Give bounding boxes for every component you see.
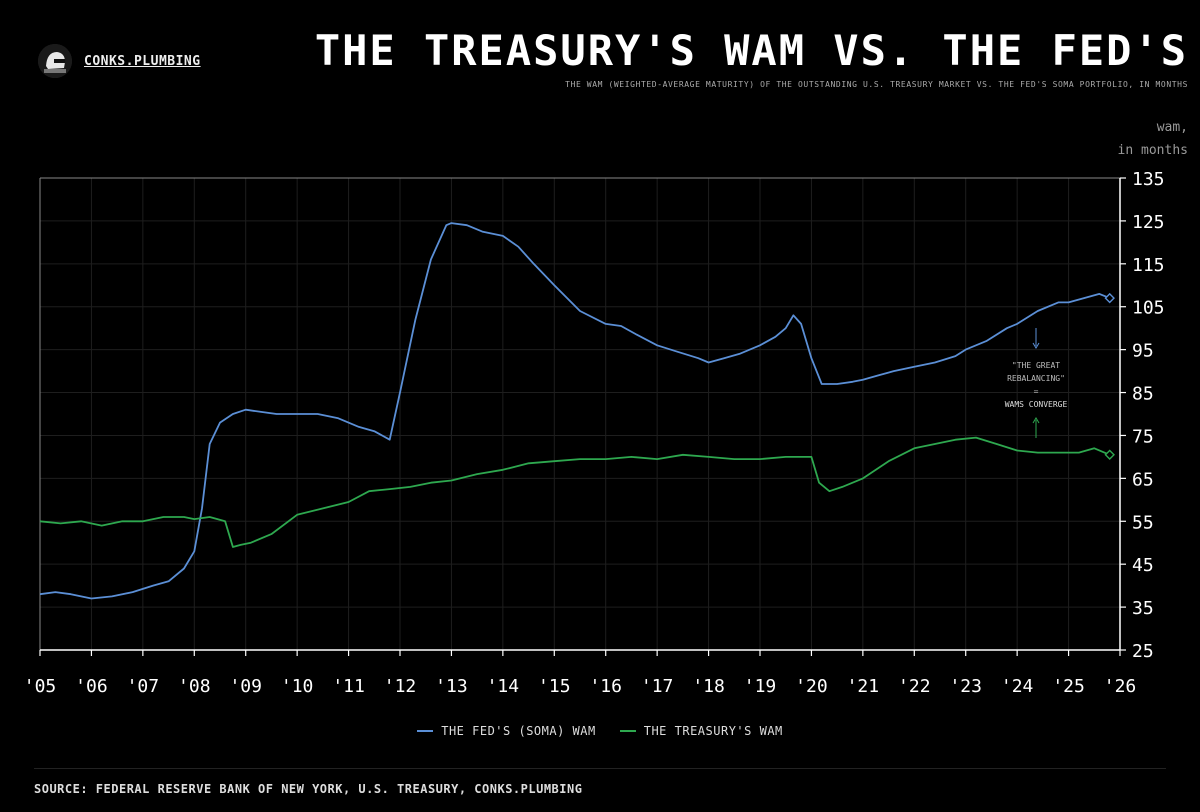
series-line-treasury-end-marker bbox=[1104, 449, 1115, 460]
series-line-fed bbox=[39, 222, 1111, 600]
x-tick-label: '25 bbox=[1052, 676, 1085, 697]
annotation-line1: "THE GREAT bbox=[1012, 361, 1060, 370]
legend-swatch-fed bbox=[417, 730, 434, 732]
avatar bbox=[38, 44, 72, 78]
x-tick-label: '15 bbox=[538, 676, 571, 697]
series-line-treasury bbox=[39, 436, 1111, 548]
y-tick-label: 65 bbox=[1132, 469, 1154, 490]
grid bbox=[39, 177, 1121, 651]
x-tick-label: '12 bbox=[384, 676, 417, 697]
brand-name[interactable]: CONKS.PLUMBING bbox=[84, 53, 201, 69]
x-tick-label: '07 bbox=[127, 676, 160, 697]
y-tick-label: 55 bbox=[1132, 512, 1154, 533]
legend: THE FED'S (SOMA) WAM THE TREASURY'S WAM bbox=[0, 724, 1200, 738]
x-tick-label: '06 bbox=[75, 676, 108, 697]
legend-label-fed: THE FED'S (SOMA) WAM bbox=[441, 724, 596, 738]
y-axis-unit: wam, in months bbox=[1118, 116, 1188, 162]
x-tick-label: '26 bbox=[1104, 676, 1137, 697]
chart-title: THE TREASURY'S WAM VS. THE FED'S bbox=[314, 26, 1188, 75]
x-tick-label: '24 bbox=[1001, 676, 1034, 697]
x-tick-label: '09 bbox=[229, 676, 262, 697]
y-tick-label: 95 bbox=[1132, 341, 1154, 362]
x-tick-label: '22 bbox=[898, 676, 931, 697]
series-layer bbox=[39, 222, 1115, 600]
y-tick-label: 75 bbox=[1132, 426, 1154, 447]
annotation-line4: WAMS CONVERGE bbox=[1005, 400, 1068, 409]
x-tick-label: '18 bbox=[692, 676, 725, 697]
source-note: SOURCE: FEDERAL RESERVE BANK OF NEW YORK… bbox=[34, 782, 583, 796]
legend-swatch-treasury bbox=[619, 730, 636, 732]
legend-label-treasury: THE TREASURY'S WAM bbox=[643, 724, 783, 738]
plot-frame bbox=[39, 177, 1121, 651]
x-tick-label: '05 bbox=[24, 676, 57, 697]
y-tick-label: 25 bbox=[1132, 641, 1154, 662]
x-tick-label: '23 bbox=[949, 676, 982, 697]
x-tick-label: '13 bbox=[435, 676, 468, 697]
y-tick-label: 45 bbox=[1132, 555, 1154, 576]
y-tick-label: 35 bbox=[1132, 598, 1154, 619]
y-tick-label: 135 bbox=[1132, 169, 1165, 190]
brand[interactable]: CONKS.PLUMBING bbox=[38, 44, 201, 78]
y-tick-label: 85 bbox=[1132, 384, 1154, 405]
y-axis: 25 35 45 55 65 75 85 95 105 115 125 135 bbox=[1120, 169, 1165, 662]
x-tick-label: '14 bbox=[487, 676, 520, 697]
y-axis-unit-line2: in months bbox=[1117, 143, 1188, 158]
y-tick-label: 115 bbox=[1132, 255, 1165, 276]
y-axis-unit-line1: wam, bbox=[1156, 120, 1188, 135]
series-line-fed-end-marker bbox=[1104, 292, 1115, 304]
x-tick-label: '08 bbox=[178, 676, 211, 697]
footer-divider bbox=[34, 768, 1166, 769]
y-tick-label: 105 bbox=[1132, 298, 1165, 319]
legend-item-fed: THE FED'S (SOMA) WAM bbox=[417, 724, 596, 738]
helmet-icon bbox=[38, 44, 72, 78]
y-tick-label: 125 bbox=[1132, 212, 1165, 233]
annotation-line3: = bbox=[1034, 387, 1039, 396]
x-tick-label: '17 bbox=[641, 676, 674, 697]
x-tick-label: '21 bbox=[847, 676, 880, 697]
x-tick-label: '19 bbox=[744, 676, 777, 697]
x-tick-label: '16 bbox=[589, 676, 622, 697]
annotation: "THE GREAT REBALANCING" = WAMS CONVERGE bbox=[1005, 328, 1068, 438]
annotation-arrow-down-head bbox=[1032, 342, 1040, 349]
x-tick-label: '20 bbox=[795, 676, 828, 697]
chart-subtitle: THE WAM (WEIGHTED-AVERAGE MATURITY) OF T… bbox=[565, 80, 1188, 89]
x-axis: '05 '06 '07 '08 '09 '10 '11 '12 '13 '14 '15 '16 '17 '… bbox=[24, 650, 1137, 697]
legend-item-treasury: THE TREASURY'S WAM bbox=[619, 724, 783, 738]
x-tick-label: '10 bbox=[281, 676, 314, 697]
x-tick-label: '11 bbox=[332, 676, 365, 697]
annotation-arrow-up-head bbox=[1032, 417, 1040, 424]
annotation-line2: REBALANCING" bbox=[1007, 374, 1065, 383]
